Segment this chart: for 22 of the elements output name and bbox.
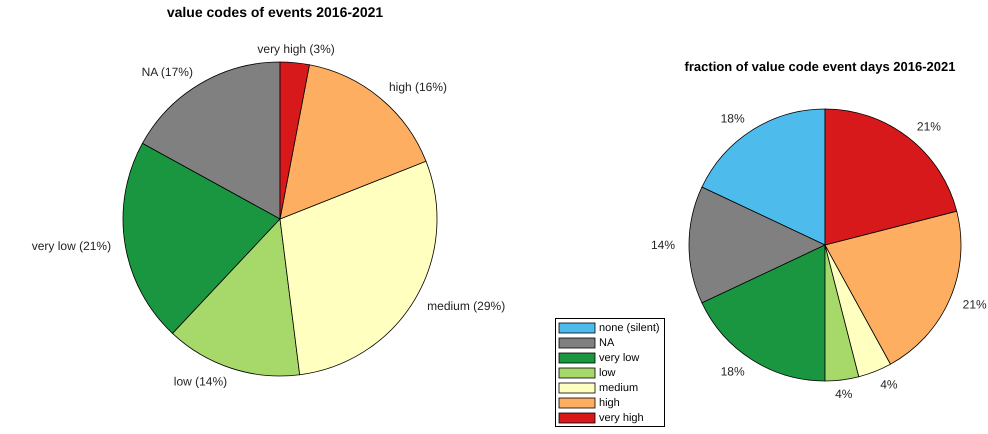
data-label: 14% xyxy=(650,238,676,252)
data-label: 21% xyxy=(962,298,988,312)
slice-label: low (14%) xyxy=(174,374,228,389)
data-label: 21% xyxy=(916,119,942,134)
legend-label: very low xyxy=(599,350,640,364)
legend-label: low xyxy=(599,366,616,380)
data-label: 4% xyxy=(880,377,898,392)
data-label: 4% xyxy=(835,386,853,401)
data-label: 18% xyxy=(720,364,745,379)
chart-title: value codes of events 2016-2021 xyxy=(166,4,384,20)
legend-label: medium xyxy=(599,380,638,394)
slice-label: very low (21%) xyxy=(32,238,112,253)
legend-label: high xyxy=(599,396,620,410)
slice-label: very high (3%) xyxy=(257,42,335,56)
legend-label: very high xyxy=(599,410,644,424)
data-label: 18% xyxy=(720,111,745,126)
legend-label: NA xyxy=(599,336,614,350)
slice-label: NA (17%) xyxy=(142,64,193,79)
slice-label: medium (29%) xyxy=(427,299,506,314)
legend-label: none (silent) xyxy=(599,320,660,334)
slice-label: high (16%) xyxy=(389,80,448,94)
chart-title: fraction of value code event days 2016-2021 xyxy=(684,59,956,74)
